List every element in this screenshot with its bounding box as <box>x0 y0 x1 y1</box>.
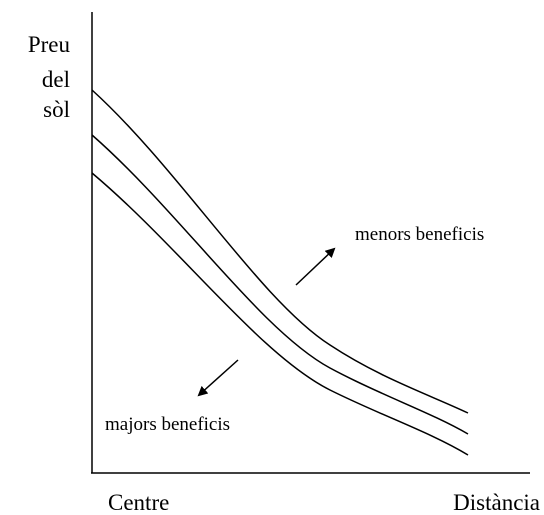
annotation: menors beneficis <box>355 224 484 245</box>
curve <box>91 89 469 414</box>
arrow <box>295 247 336 286</box>
arrow <box>197 359 239 397</box>
x-axis-end: Distància <box>453 490 540 515</box>
curve <box>91 134 469 435</box>
curve <box>91 172 469 456</box>
x-axis-start: Centre <box>108 490 169 515</box>
y-axis-label: sòl <box>43 97 70 122</box>
y-axis-label: del <box>42 67 70 92</box>
annotation: majors beneficis <box>105 414 230 435</box>
y-axis-label: Preu <box>28 32 71 57</box>
